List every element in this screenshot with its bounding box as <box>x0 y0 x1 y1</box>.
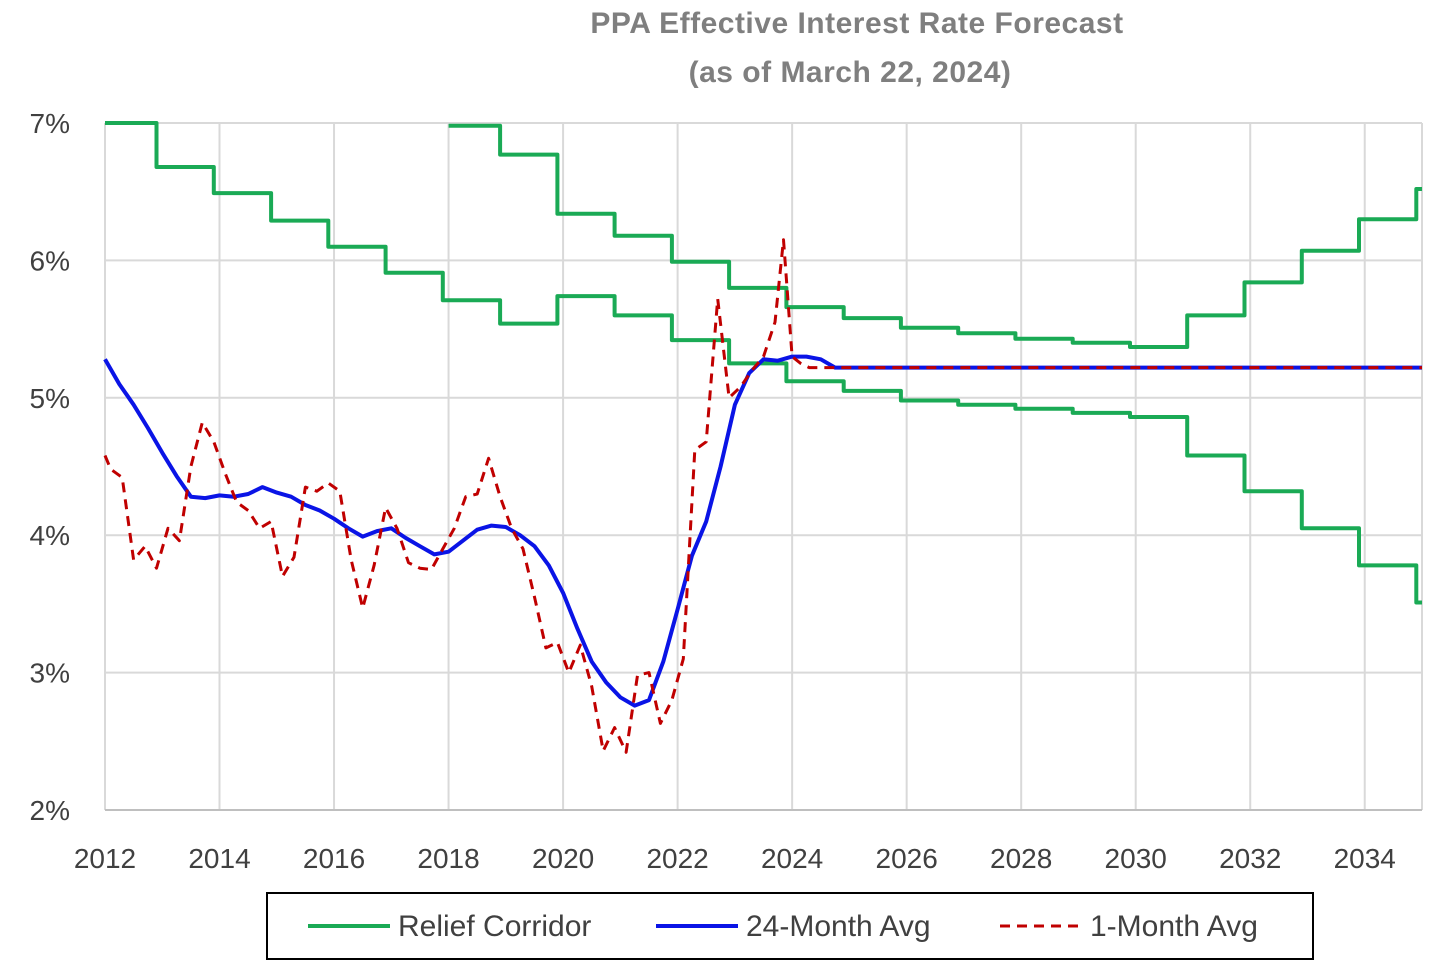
y-tick-label: 3% <box>30 658 70 689</box>
y-tick-label: 5% <box>30 383 70 414</box>
x-tick-label: 2024 <box>761 843 823 874</box>
x-tick-label: 2014 <box>188 843 250 874</box>
y-tick-label: 7% <box>30 108 70 139</box>
legend-label-1-month-avg: 1-Month Avg <box>1090 910 1258 943</box>
x-tick-label: 2016 <box>303 843 365 874</box>
legend-label-24-month-avg: 24-Month Avg <box>746 910 931 943</box>
chart-title: PPA Effective Interest Rate Forecast <box>590 7 1123 40</box>
x-tick-label: 2012 <box>74 843 136 874</box>
x-tick-label: 2020 <box>532 843 594 874</box>
series-line-relief-corridor <box>105 121 1422 605</box>
y-tick-label: 4% <box>30 520 70 551</box>
x-tick-label: 2030 <box>1105 843 1167 874</box>
legend-box <box>266 892 1314 960</box>
x-tick-label: 2026 <box>876 843 938 874</box>
y-tick-label: 6% <box>30 245 70 276</box>
series-line-24-month-avg <box>103 354 1422 708</box>
x-tick-label: 2022 <box>646 843 708 874</box>
chart-subtitle: (as of March 22, 2024) <box>689 56 1012 89</box>
y-gridlines <box>105 122 1422 674</box>
legend-label-relief-corridor: Relief Corridor <box>398 910 591 943</box>
series-layer <box>103 121 1422 754</box>
legend: Relief Corridor 24-Month Avg 1-Month Avg <box>266 892 1314 960</box>
y-axis-tick-labels: 2% 3% 4% 5% 6% 7% <box>30 108 70 826</box>
y-tick-label: 2% <box>30 795 70 826</box>
x-tick-label: 2032 <box>1219 843 1281 874</box>
series-line-relief-corridor-upper <box>448 123 1422 349</box>
x-tick-label: 2034 <box>1334 843 1396 874</box>
x-gridlines <box>104 123 1423 810</box>
x-axis-tick-labels: 2012 2014 2016 2018 2020 2022 2024 2026 2028 2030… <box>74 843 1396 874</box>
x-tick-label: 2018 <box>417 843 479 874</box>
x-tick-label: 2028 <box>990 843 1052 874</box>
